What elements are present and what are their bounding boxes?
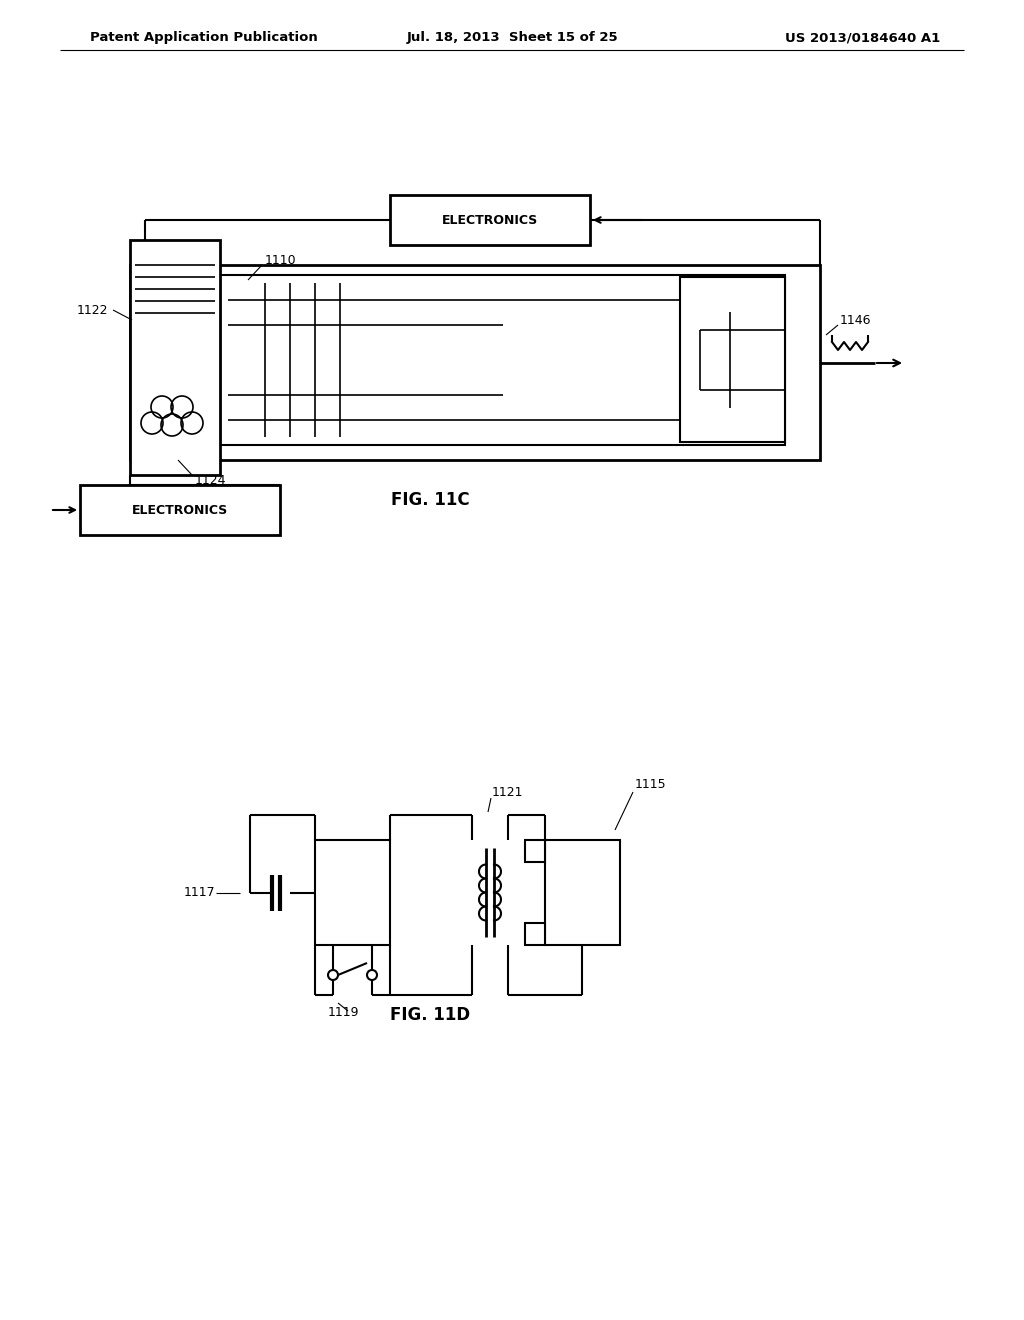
Text: FIG. 11C: FIG. 11C	[391, 491, 469, 510]
Text: 1124: 1124	[195, 474, 226, 487]
Text: 1117: 1117	[183, 886, 215, 899]
Bar	[220, 275, 785, 445]
Bar	[680, 277, 785, 442]
Text: FIG. 11D: FIG. 11D	[390, 1006, 470, 1024]
Text: 1122: 1122	[77, 304, 108, 317]
Bar	[545, 840, 620, 945]
Text: US 2013/0184640 A1: US 2013/0184640 A1	[784, 32, 940, 45]
Bar	[80, 484, 280, 535]
Text: 1146: 1146	[840, 314, 871, 326]
Text: ELECTRONICS: ELECTRONICS	[442, 214, 539, 227]
Text: 1119: 1119	[328, 1006, 359, 1019]
Text: 1115: 1115	[635, 779, 667, 792]
Bar	[130, 265, 820, 459]
Bar	[130, 240, 220, 475]
Bar	[525, 923, 545, 945]
Bar	[525, 840, 545, 862]
Bar	[315, 840, 390, 945]
Text: 1110: 1110	[265, 253, 297, 267]
Bar	[390, 195, 590, 246]
Text: Jul. 18, 2013  Sheet 15 of 25: Jul. 18, 2013 Sheet 15 of 25	[407, 32, 617, 45]
Text: ELECTRONICS: ELECTRONICS	[132, 503, 228, 516]
Text: 1121: 1121	[492, 785, 523, 799]
Text: Patent Application Publication: Patent Application Publication	[90, 32, 317, 45]
